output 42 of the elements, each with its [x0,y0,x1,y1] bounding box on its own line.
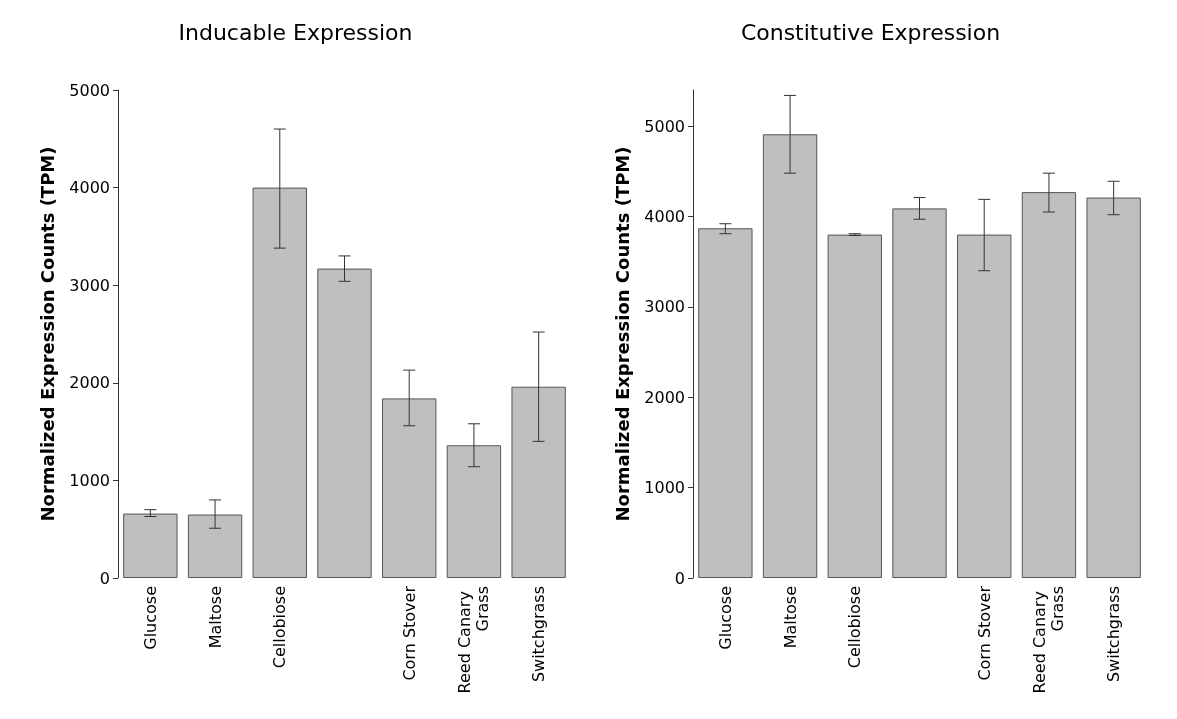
bar [762,134,818,578]
chart-title: Inducable Expression [178,19,413,45]
x-tick-label: Maltose [205,586,225,649]
bar [827,234,882,578]
bar [187,514,243,578]
x-tick-label: Reed Canary Grass [455,586,493,694]
bar [123,513,178,578]
x-tick-label: Corn Stover [399,585,419,681]
x-tick-label: Maltose [780,586,800,649]
y-tick-label: 3000 [69,275,110,295]
bar [1021,192,1077,578]
x-tick-label: Reed Canary Grass [1030,586,1068,694]
y-tick-label: 2000 [644,387,685,407]
y-tick-label: 0 [674,568,685,588]
y-tick-label: 1000 [69,470,110,490]
bar [957,234,1012,578]
y-tick-label: 1000 [644,478,685,498]
bar [1086,197,1141,578]
y-tick-label: 4000 [69,178,110,198]
x-tick-label: Switchgrass [1104,586,1124,683]
y-tick-label: 4000 [644,207,685,227]
y-tick-label: 2000 [69,373,110,393]
bar [892,208,947,578]
x-tick-label: Cellobiose [845,586,865,669]
y-axis-title: Normalized Expression Counts (TPM) [611,146,633,522]
bar [511,386,566,578]
x-tick-label: Glucose [140,586,160,650]
chart-title: Constitutive Expression [740,19,1001,45]
bar [382,398,437,578]
x-tick-label: Cellobiose [270,586,290,669]
bar [446,445,502,578]
x-tick-label: Glucose [715,586,735,650]
y-tick-label: 3000 [644,297,685,317]
bar [252,187,307,578]
y-tick-label: 0 [99,568,110,588]
x-tick-label: Corn Stover [974,585,994,681]
y-tick-label: 5000 [69,80,110,100]
bar [317,268,372,578]
bar [698,228,753,578]
x-tick-label: Switchgrass [529,586,549,683]
y-tick-label: 5000 [644,116,685,136]
y-axis-title: Normalized Expression Counts (TPM) [36,146,58,522]
